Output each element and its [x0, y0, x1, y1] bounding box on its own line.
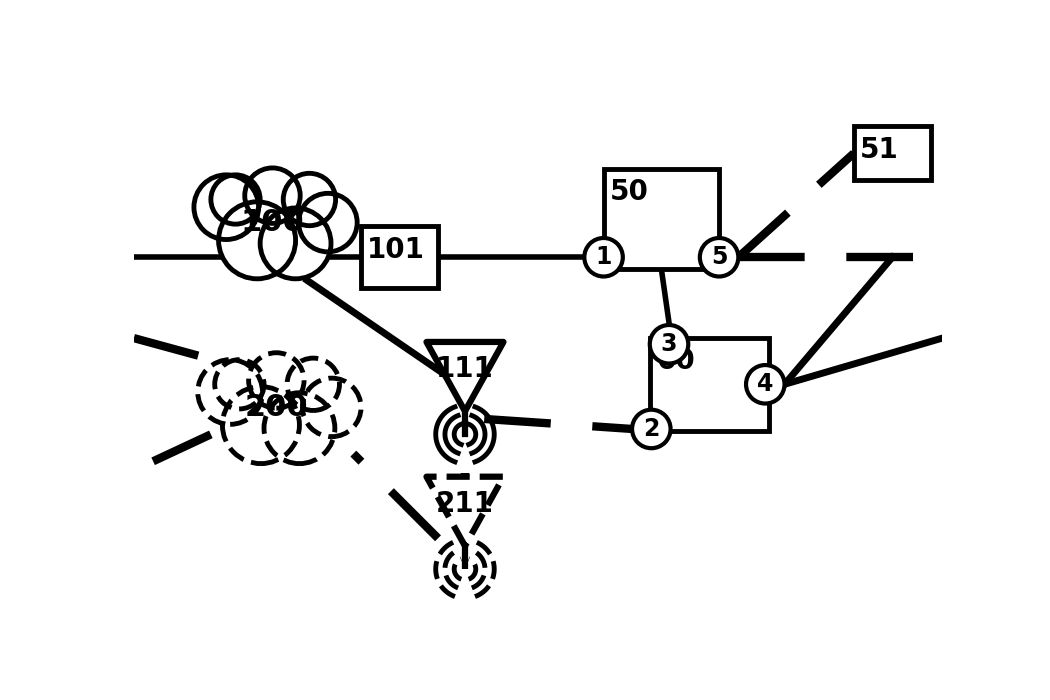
Bar: [854, 126, 931, 180]
Circle shape: [264, 393, 335, 463]
Circle shape: [298, 193, 357, 252]
Circle shape: [584, 238, 623, 276]
Text: 4: 4: [757, 372, 774, 396]
Circle shape: [249, 353, 304, 408]
Circle shape: [302, 378, 361, 437]
Circle shape: [197, 360, 262, 424]
Polygon shape: [426, 342, 504, 412]
Circle shape: [218, 202, 296, 279]
Circle shape: [287, 358, 339, 410]
Bar: [650, 338, 769, 430]
Polygon shape: [426, 477, 504, 546]
Text: 60: 60: [656, 347, 695, 375]
Text: 200: 200: [245, 393, 308, 422]
Circle shape: [700, 238, 738, 276]
Text: 2: 2: [644, 417, 659, 441]
Circle shape: [245, 168, 300, 223]
Text: 51: 51: [860, 136, 899, 164]
Circle shape: [194, 175, 258, 239]
Text: 50: 50: [610, 178, 649, 206]
Circle shape: [650, 325, 689, 363]
Circle shape: [746, 365, 784, 403]
Ellipse shape: [223, 363, 330, 436]
Circle shape: [223, 386, 299, 463]
Bar: [604, 169, 719, 269]
Text: 1: 1: [595, 245, 612, 270]
Ellipse shape: [218, 178, 327, 251]
Text: 211: 211: [436, 490, 494, 518]
Circle shape: [260, 208, 331, 279]
Circle shape: [215, 360, 264, 409]
Bar: [361, 227, 438, 288]
Circle shape: [284, 174, 336, 225]
Text: 101: 101: [368, 236, 425, 264]
Text: 3: 3: [660, 332, 677, 356]
Circle shape: [211, 175, 260, 224]
Text: 100: 100: [240, 208, 304, 237]
Circle shape: [632, 410, 671, 448]
Text: 5: 5: [711, 245, 728, 270]
Text: 111: 111: [436, 355, 494, 383]
